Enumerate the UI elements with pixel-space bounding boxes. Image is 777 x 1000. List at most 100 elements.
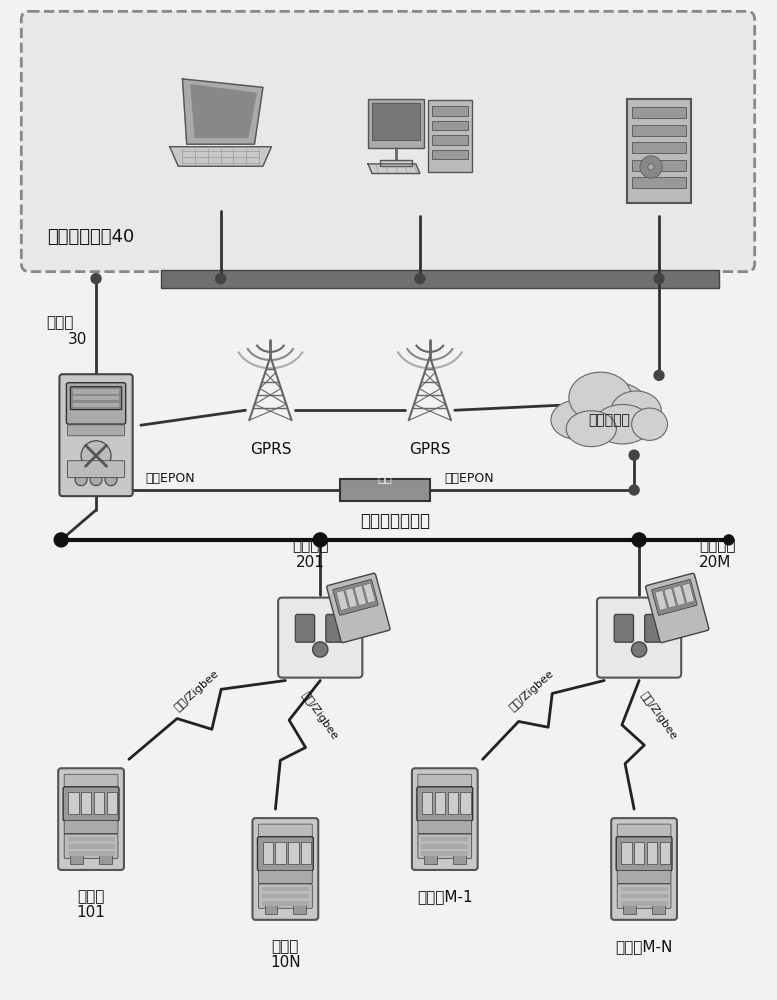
Bar <box>652 902 665 914</box>
Bar <box>73 389 119 394</box>
FancyBboxPatch shape <box>278 598 362 678</box>
FancyBboxPatch shape <box>418 774 472 787</box>
Bar <box>354 586 367 606</box>
Text: 电力线载波通信: 电力线载波通信 <box>360 512 430 530</box>
Bar <box>627 99 691 203</box>
Ellipse shape <box>569 381 650 435</box>
Ellipse shape <box>632 408 667 440</box>
FancyBboxPatch shape <box>259 870 312 884</box>
Bar <box>68 844 114 849</box>
Bar <box>622 842 632 864</box>
Text: 计算机网络: 计算机网络 <box>588 413 630 427</box>
Bar <box>372 103 420 140</box>
Circle shape <box>312 642 328 657</box>
Bar <box>428 100 472 172</box>
Bar <box>632 107 686 118</box>
Bar <box>448 792 458 814</box>
Polygon shape <box>191 85 256 137</box>
FancyBboxPatch shape <box>652 579 697 615</box>
Text: 集中器: 集中器 <box>46 315 74 330</box>
FancyBboxPatch shape <box>412 768 478 870</box>
Bar <box>453 853 465 864</box>
Text: 101: 101 <box>77 905 106 920</box>
Bar <box>634 842 644 864</box>
Bar <box>81 792 92 814</box>
FancyBboxPatch shape <box>645 614 664 642</box>
Bar <box>432 150 468 159</box>
Bar <box>265 902 277 914</box>
Bar <box>432 135 468 145</box>
Text: 燃气表: 燃气表 <box>272 939 299 954</box>
Bar <box>632 160 686 171</box>
Ellipse shape <box>594 404 651 444</box>
FancyBboxPatch shape <box>59 374 133 496</box>
FancyBboxPatch shape <box>295 614 315 642</box>
Bar <box>340 479 430 501</box>
Circle shape <box>632 642 646 657</box>
Text: 燃气表M-1: 燃气表M-1 <box>417 889 472 904</box>
Bar <box>647 842 657 864</box>
FancyBboxPatch shape <box>68 461 124 478</box>
Bar <box>73 396 119 400</box>
Polygon shape <box>183 79 263 144</box>
Text: 燃气表: 燃气表 <box>78 889 105 904</box>
FancyBboxPatch shape <box>617 884 671 908</box>
Circle shape <box>415 274 425 284</box>
Polygon shape <box>368 164 420 174</box>
Bar <box>94 792 104 814</box>
FancyBboxPatch shape <box>71 387 122 410</box>
Bar <box>68 851 114 856</box>
Ellipse shape <box>551 400 605 439</box>
Circle shape <box>654 274 664 284</box>
FancyBboxPatch shape <box>616 837 672 871</box>
Bar <box>460 792 471 814</box>
FancyBboxPatch shape <box>646 573 709 643</box>
Circle shape <box>640 156 662 178</box>
Bar <box>655 590 667 610</box>
Bar <box>301 842 312 864</box>
Bar <box>632 142 686 153</box>
Circle shape <box>724 535 733 545</box>
Text: 桥接模块: 桥接模块 <box>699 538 735 553</box>
Bar <box>623 902 636 914</box>
Circle shape <box>75 474 87 486</box>
Circle shape <box>313 533 327 547</box>
Text: 光绯EPON: 光绯EPON <box>146 472 196 485</box>
FancyBboxPatch shape <box>617 824 671 837</box>
Bar <box>380 160 412 166</box>
FancyBboxPatch shape <box>63 787 119 821</box>
Circle shape <box>91 274 101 284</box>
Text: 蓝牙/Zigbee: 蓝牙/Zigbee <box>639 691 678 742</box>
Bar <box>363 583 375 603</box>
Bar <box>288 842 298 864</box>
Circle shape <box>629 450 639 460</box>
Ellipse shape <box>566 411 616 447</box>
Ellipse shape <box>569 372 632 422</box>
Circle shape <box>81 441 111 471</box>
Bar <box>432 106 468 116</box>
Bar <box>99 853 112 864</box>
Circle shape <box>629 485 639 495</box>
Circle shape <box>648 164 654 170</box>
Bar <box>632 177 686 188</box>
Text: GPRS: GPRS <box>409 442 451 457</box>
FancyBboxPatch shape <box>326 573 390 643</box>
Bar <box>294 902 306 914</box>
Bar <box>262 901 309 906</box>
Bar <box>621 901 667 906</box>
Bar <box>368 99 424 148</box>
Bar <box>345 588 357 608</box>
Bar <box>621 894 667 898</box>
Circle shape <box>90 474 102 486</box>
Circle shape <box>55 534 67 546</box>
Circle shape <box>54 533 68 547</box>
Bar <box>336 590 348 610</box>
Text: 蓝牙/Zigbee: 蓝牙/Zigbee <box>300 691 340 742</box>
Circle shape <box>632 533 646 547</box>
Circle shape <box>654 370 664 380</box>
Text: 20M: 20M <box>699 555 731 570</box>
FancyBboxPatch shape <box>418 821 472 834</box>
FancyBboxPatch shape <box>64 774 118 787</box>
Bar <box>71 853 83 864</box>
FancyBboxPatch shape <box>326 614 345 642</box>
